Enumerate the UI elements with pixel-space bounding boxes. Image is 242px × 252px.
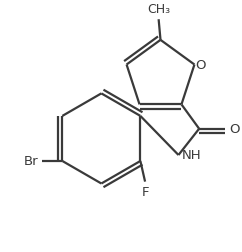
Text: O: O xyxy=(195,59,206,72)
Text: O: O xyxy=(229,123,240,136)
Text: NH: NH xyxy=(182,149,202,162)
Text: F: F xyxy=(141,186,149,199)
Text: Br: Br xyxy=(23,155,38,168)
Text: CH₃: CH₃ xyxy=(147,4,170,16)
